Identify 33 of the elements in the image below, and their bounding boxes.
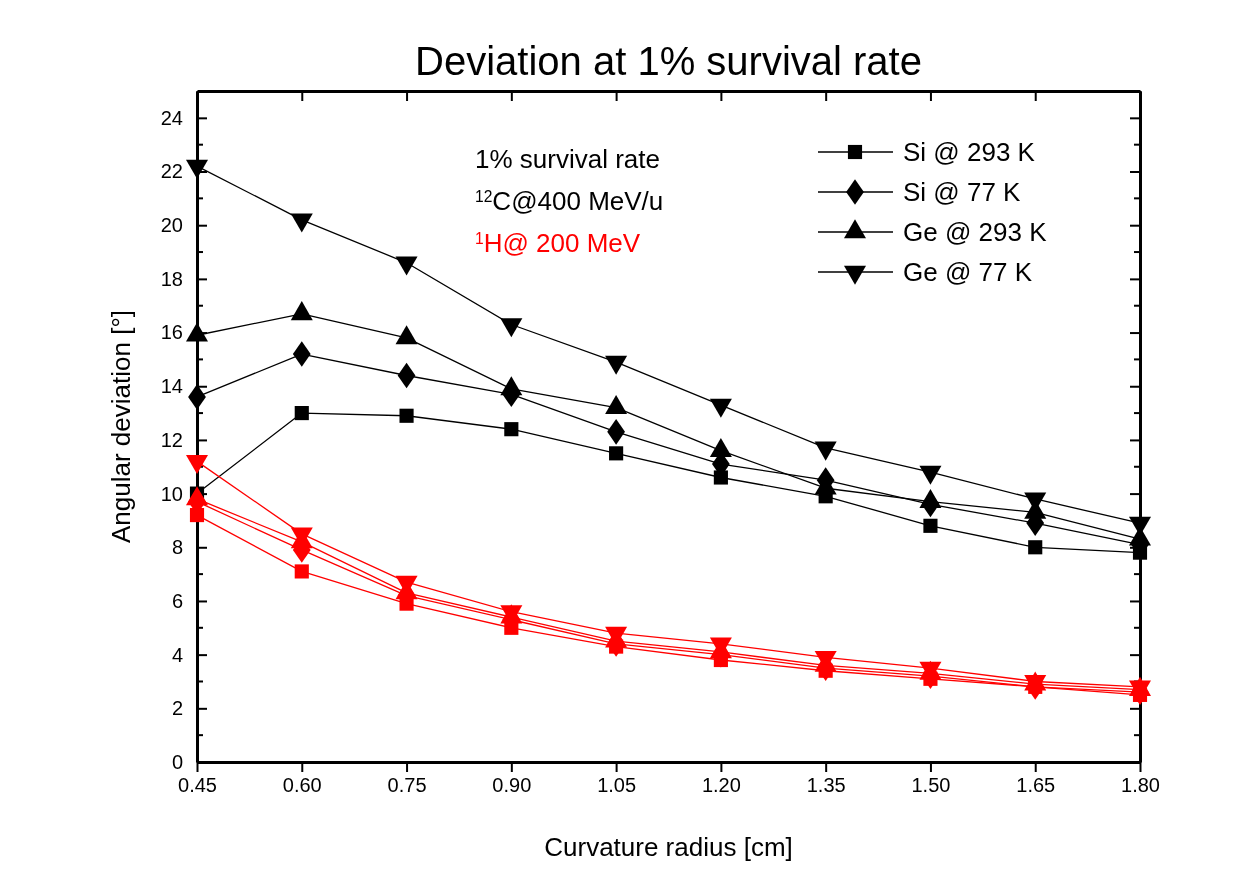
y-tick-label: 16 — [160, 321, 183, 344]
x-tick-label: 1.65 — [1016, 774, 1056, 797]
y-tick-label: 20 — [160, 214, 183, 237]
y-tick-label: 18 — [160, 267, 183, 290]
x-tick-label: 1.20 — [701, 774, 741, 797]
x-tick-label: 1.35 — [806, 774, 846, 797]
y-tick-label: 4 — [171, 643, 183, 666]
x-tick-label: 0.45 — [178, 774, 217, 797]
annotation: $^{12}$C@400 MeV/u — [475, 186, 664, 216]
annotation: $^{1}$H@ 200 MeV — [475, 228, 641, 258]
y-tick-label: 12 — [160, 428, 183, 451]
x-tick-label: 1.05 — [597, 774, 637, 797]
x-axis-title: Curvature radius [cm] — [544, 832, 793, 862]
y-tick-label: 24 — [160, 106, 183, 129]
y-tick-label: 2 — [171, 697, 183, 720]
legend-label: Si @ 77 K — [903, 177, 1022, 207]
x-tick-label: 0.75 — [387, 774, 427, 797]
legend-label: Ge @ 293 K — [903, 217, 1048, 247]
chart-title: Deviation at 1% survival rate — [415, 39, 922, 83]
y-tick-label: 14 — [160, 375, 183, 398]
y-tick-label: 0 — [171, 750, 183, 773]
legend-label: Si @ 293 K — [903, 137, 1036, 167]
x-tick-label: 0.60 — [282, 774, 322, 797]
annotation: 1% survival rate — [475, 144, 660, 174]
y-tick-label: 22 — [160, 160, 183, 183]
y-tick-label: 10 — [160, 482, 183, 505]
legend-label: Ge @ 77 K — [903, 257, 1033, 287]
y-tick-label: 8 — [171, 536, 183, 559]
x-tick-label: 0.90 — [492, 774, 532, 797]
x-tick-label: 1.80 — [1121, 774, 1160, 797]
y-axis-title: Angular deviation [°] — [106, 310, 136, 543]
y-tick-label: 6 — [171, 589, 183, 612]
x-tick-label: 1.50 — [911, 774, 951, 797]
